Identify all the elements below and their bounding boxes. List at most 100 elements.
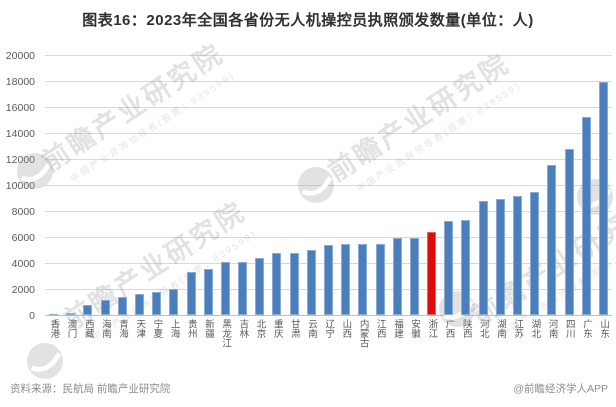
bar-column (543, 55, 560, 315)
gridline (45, 55, 612, 56)
x-axis-label: 海南 (99, 319, 111, 338)
bar-column (234, 55, 251, 315)
x-axis-cell: 四川 (560, 319, 577, 338)
bar-column (200, 55, 217, 315)
x-axis-cell: 福建 (389, 319, 406, 338)
x-axis-cell: 内蒙古 (354, 319, 371, 348)
x-axis-cell: 香港 (45, 319, 62, 338)
x-axis-label: 四川 (563, 319, 575, 338)
x-axis-cell: 甘肃 (286, 319, 303, 338)
x-axis-label: 新疆 (202, 319, 214, 338)
x-axis-label: 湖北 (529, 319, 541, 338)
bar-青海 (117, 296, 127, 315)
bar-江苏 (512, 196, 522, 315)
x-axis-label: 福建 (391, 319, 403, 338)
bar-上海 (169, 289, 179, 315)
x-axis-cell: 青海 (114, 319, 131, 338)
y-axis-label: 2000 (11, 284, 35, 296)
bar-column (423, 55, 440, 315)
gridline (45, 81, 612, 82)
gridline (45, 237, 612, 238)
y-axis-label: 14000 (5, 128, 35, 140)
bar-column (560, 55, 577, 315)
bar-山东 (598, 81, 608, 315)
x-axis-cell: 黑龙江 (217, 319, 234, 348)
x-axis-label: 云南 (306, 319, 318, 338)
y-axis-label: 8000 (11, 206, 35, 218)
bar-江西 (375, 243, 385, 315)
x-axis-label: 甘肃 (288, 319, 300, 338)
x-axis-label: 辽宁 (323, 319, 335, 338)
bar-重庆 (272, 252, 282, 315)
x-axis-cell: 澳门 (62, 319, 79, 338)
bar-column (406, 55, 423, 315)
bar-浙江 (427, 231, 437, 315)
x-axis-label: 黑龙江 (220, 319, 232, 348)
bar-云南 (306, 250, 316, 315)
bar-陕西 (461, 220, 471, 315)
bar-column (45, 55, 62, 315)
bar-column (268, 55, 285, 315)
bar-column (182, 55, 199, 315)
gridline (45, 211, 612, 212)
x-axis-label: 宁夏 (151, 319, 163, 338)
gridline (45, 107, 612, 108)
gridline (45, 133, 612, 134)
bar-香港 (49, 313, 59, 315)
x-axis-label: 西藏 (82, 319, 94, 338)
y-axis-label: 0 (29, 310, 35, 322)
bar-山西 (341, 243, 351, 315)
x-axis-cell: 陕西 (457, 319, 474, 338)
bar-河北 (478, 201, 488, 315)
bar-column (217, 55, 234, 315)
bar-黑龙江 (220, 262, 230, 315)
x-axis-cell: 云南 (303, 319, 320, 338)
x-axis-label: 内蒙古 (357, 319, 369, 348)
x-axis-label: 山西 (340, 319, 352, 338)
x-axis-cell: 广西 (440, 319, 457, 338)
x-axis-label: 广东 (580, 319, 592, 338)
x-axis-cell: 辽宁 (320, 319, 337, 338)
bar-column (371, 55, 388, 315)
bar-澳门 (66, 313, 76, 315)
bar-column (97, 55, 114, 315)
x-axis-cell: 河北 (475, 319, 492, 338)
bar-北京 (255, 257, 265, 315)
x-axis-cell: 江苏 (509, 319, 526, 338)
bar-column (303, 55, 320, 315)
bar-column (389, 55, 406, 315)
x-axis-cell: 宁夏 (148, 319, 165, 338)
bar-湖南 (495, 199, 505, 315)
bar-贵州 (186, 272, 196, 315)
credit-note: @前瞻经济学人APP (513, 383, 608, 395)
bar-series (45, 55, 612, 315)
x-axis-cell: 吉林 (234, 319, 251, 338)
bar-福建 (392, 238, 402, 315)
x-axis-cell: 重庆 (268, 319, 285, 338)
y-axis-label: 20000 (5, 50, 35, 62)
bar-湖北 (530, 191, 540, 315)
x-axis-label: 贵州 (185, 319, 197, 338)
x-axis-label: 重庆 (271, 319, 283, 338)
bar-column (114, 55, 131, 315)
bar-column (475, 55, 492, 315)
x-axis-label: 江西 (374, 319, 386, 338)
bar-column (286, 55, 303, 315)
bar-宁夏 (152, 291, 162, 315)
bar-column (440, 55, 457, 315)
x-axis-label: 湖南 (495, 319, 507, 338)
x-axis-label: 香港 (48, 319, 60, 338)
x-axis-label: 天津 (134, 319, 146, 338)
bar-天津 (134, 294, 144, 315)
x-axis-label: 陕西 (460, 319, 472, 338)
bar-广西 (444, 221, 454, 315)
x-axis-cell: 浙江 (423, 319, 440, 338)
bar-column (62, 55, 79, 315)
x-axis-cell: 广东 (578, 319, 595, 338)
x-axis: 香港 澳门 西藏 海南 青海 天津 宁夏 上海 贵州 新疆 黑龙江 吉林 北京 重庆 甘肃 云南 辽宁 山西 内蒙古… (45, 319, 612, 371)
gridline (45, 159, 612, 160)
x-axis-label: 山东 (598, 319, 610, 338)
x-axis-label: 江苏 (512, 319, 524, 338)
x-axis-cell: 新疆 (200, 319, 217, 338)
bar-海南 (100, 300, 110, 315)
